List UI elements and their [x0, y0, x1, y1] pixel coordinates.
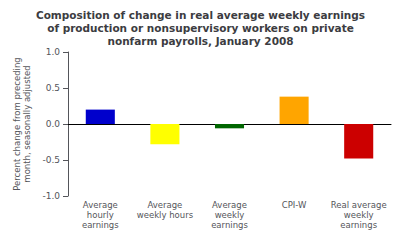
svg-text:earnings: earnings	[340, 220, 377, 230]
svg-text:weekly: weekly	[344, 210, 374, 220]
svg-text:weekly: weekly	[215, 210, 245, 220]
svg-text:CPI-W: CPI-W	[282, 200, 307, 210]
svg-text:Real average: Real average	[331, 200, 387, 210]
svg-text:-0.5: -0.5	[42, 155, 60, 165]
svg-text:1.0: 1.0	[46, 47, 61, 57]
svg-text:hourly: hourly	[87, 210, 114, 220]
svg-text:-1.0: -1.0	[42, 191, 60, 201]
svg-text:weekly hours: weekly hours	[137, 210, 194, 220]
svg-text:Average: Average	[147, 200, 182, 210]
svg-text:Average: Average	[83, 200, 118, 210]
svg-text:Percent change from preceding: Percent change from preceding	[12, 57, 22, 191]
svg-text:earnings: earnings	[211, 220, 248, 230]
svg-text:0.0: 0.0	[46, 119, 61, 129]
svg-text:0.5: 0.5	[46, 83, 60, 93]
svg-text:earnings: earnings	[82, 220, 119, 230]
svg-text:Average: Average	[212, 200, 247, 210]
svg-text:month, seasonally adjusted: month, seasonally adjusted	[22, 65, 32, 182]
svg-text:nonfarm payrolls, January 2008: nonfarm payrolls, January 2008	[107, 35, 293, 47]
svg-text:of production or nonsupervisor: of production or nonsupervisory workers …	[47, 22, 354, 34]
svg-text:Composition of change in real: Composition of change in real average we…	[36, 9, 365, 21]
